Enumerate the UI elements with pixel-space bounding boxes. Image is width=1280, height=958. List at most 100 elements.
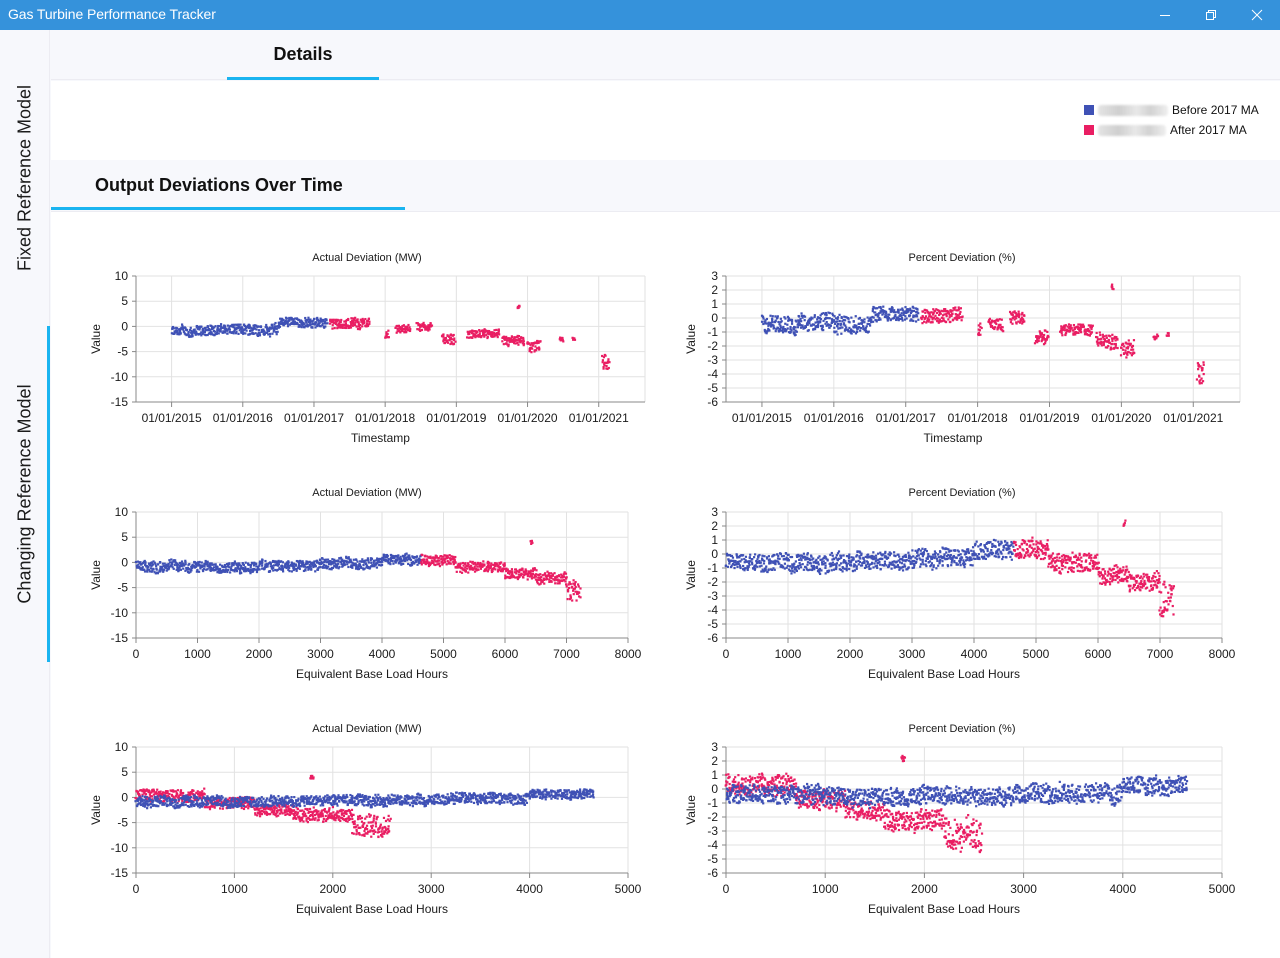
x-tick-label: 01/01/2017 <box>876 411 936 425</box>
data-point <box>235 568 238 572</box>
data-point <box>1104 340 1107 343</box>
data-point <box>371 564 375 567</box>
data-point <box>403 555 406 558</box>
data-point <box>1036 341 1039 344</box>
data-point <box>935 557 939 560</box>
data-point <box>1025 551 1028 555</box>
nav-tab-changing-reference-model[interactable]: Changing Reference Model <box>0 326 50 662</box>
data-point <box>845 316 848 319</box>
data-point <box>499 562 502 565</box>
data-point <box>930 311 933 314</box>
data-point <box>517 343 520 346</box>
data-point <box>821 325 824 329</box>
data-point <box>824 316 828 319</box>
data-point <box>954 306 957 309</box>
data-point <box>442 333 445 336</box>
restore-button[interactable] <box>1188 0 1234 30</box>
data-point <box>307 561 310 564</box>
data-point <box>776 557 780 560</box>
data-point <box>496 335 499 339</box>
data-point <box>202 330 205 333</box>
y-tick-label: 0 <box>711 547 718 561</box>
data-point <box>1005 543 1008 546</box>
data-point <box>1066 555 1070 558</box>
data-point <box>198 328 201 331</box>
data-point <box>974 553 977 556</box>
data-point <box>506 343 509 346</box>
minimize-button[interactable] <box>1142 0 1188 30</box>
data-point <box>344 326 348 330</box>
data-point <box>1014 541 1017 544</box>
data-point <box>845 567 848 571</box>
data-point <box>229 571 232 574</box>
data-point <box>757 556 760 559</box>
tab-selected-underline <box>227 77 379 80</box>
data-point <box>943 313 946 316</box>
data-point <box>1117 569 1120 572</box>
data-point <box>147 568 151 571</box>
data-point <box>1129 352 1132 355</box>
y-tick-label: -10 <box>111 606 129 620</box>
data-point <box>796 326 800 329</box>
data-point <box>825 313 828 317</box>
data-point <box>297 560 300 563</box>
data-point <box>373 559 376 562</box>
data-point <box>1202 372 1205 376</box>
data-point <box>831 314 835 317</box>
data-point <box>216 326 219 330</box>
data-point <box>812 328 815 331</box>
data-point <box>1082 325 1085 328</box>
data-point <box>830 564 833 567</box>
data-point <box>468 567 472 570</box>
data-point <box>452 333 455 337</box>
data-point <box>154 563 157 566</box>
data-point <box>1122 566 1125 569</box>
tab-details[interactable]: Details <box>227 30 379 80</box>
data-point <box>998 544 1001 547</box>
close-button[interactable] <box>1234 0 1280 30</box>
data-point <box>417 560 420 564</box>
data-point <box>894 311 897 314</box>
data-point <box>997 553 1000 556</box>
legend-label: After 2017 MA <box>1170 123 1247 137</box>
data-point <box>257 567 260 570</box>
data-point <box>178 566 181 569</box>
data-point <box>497 328 500 331</box>
data-point <box>758 561 761 565</box>
data-point <box>572 579 575 582</box>
data-point <box>485 568 488 571</box>
data-point <box>394 561 397 564</box>
data-point <box>287 561 290 564</box>
x-tick-label: 01/01/2016 <box>213 411 273 425</box>
data-point <box>376 560 379 563</box>
data-point <box>309 565 312 568</box>
data-point <box>556 578 559 581</box>
legend-item-before[interactable]: Before 2017 MA <box>1084 103 1259 117</box>
data-point <box>1146 573 1149 576</box>
data-point <box>515 572 518 575</box>
data-point <box>1123 521 1126 525</box>
data-point <box>1076 569 1079 572</box>
data-point <box>1122 352 1126 355</box>
data-point <box>872 551 875 554</box>
data-point <box>348 558 352 561</box>
data-point <box>1144 587 1147 590</box>
legend-item-after[interactable]: After 2017 MA <box>1084 123 1247 137</box>
data-point <box>454 340 457 343</box>
data-point <box>230 331 234 334</box>
data-point <box>574 580 577 584</box>
data-point <box>941 564 944 567</box>
data-point <box>530 569 533 572</box>
data-point <box>322 564 326 567</box>
data-point <box>969 563 972 567</box>
data-point <box>503 567 507 570</box>
data-point <box>219 323 223 326</box>
data-point <box>440 555 444 558</box>
data-point <box>163 568 166 571</box>
data-point <box>226 324 229 327</box>
data-point <box>988 319 991 322</box>
data-point <box>422 558 425 561</box>
x-tick-label: 5000 <box>1023 647 1050 661</box>
data-point <box>267 333 270 336</box>
data-point <box>924 315 928 318</box>
